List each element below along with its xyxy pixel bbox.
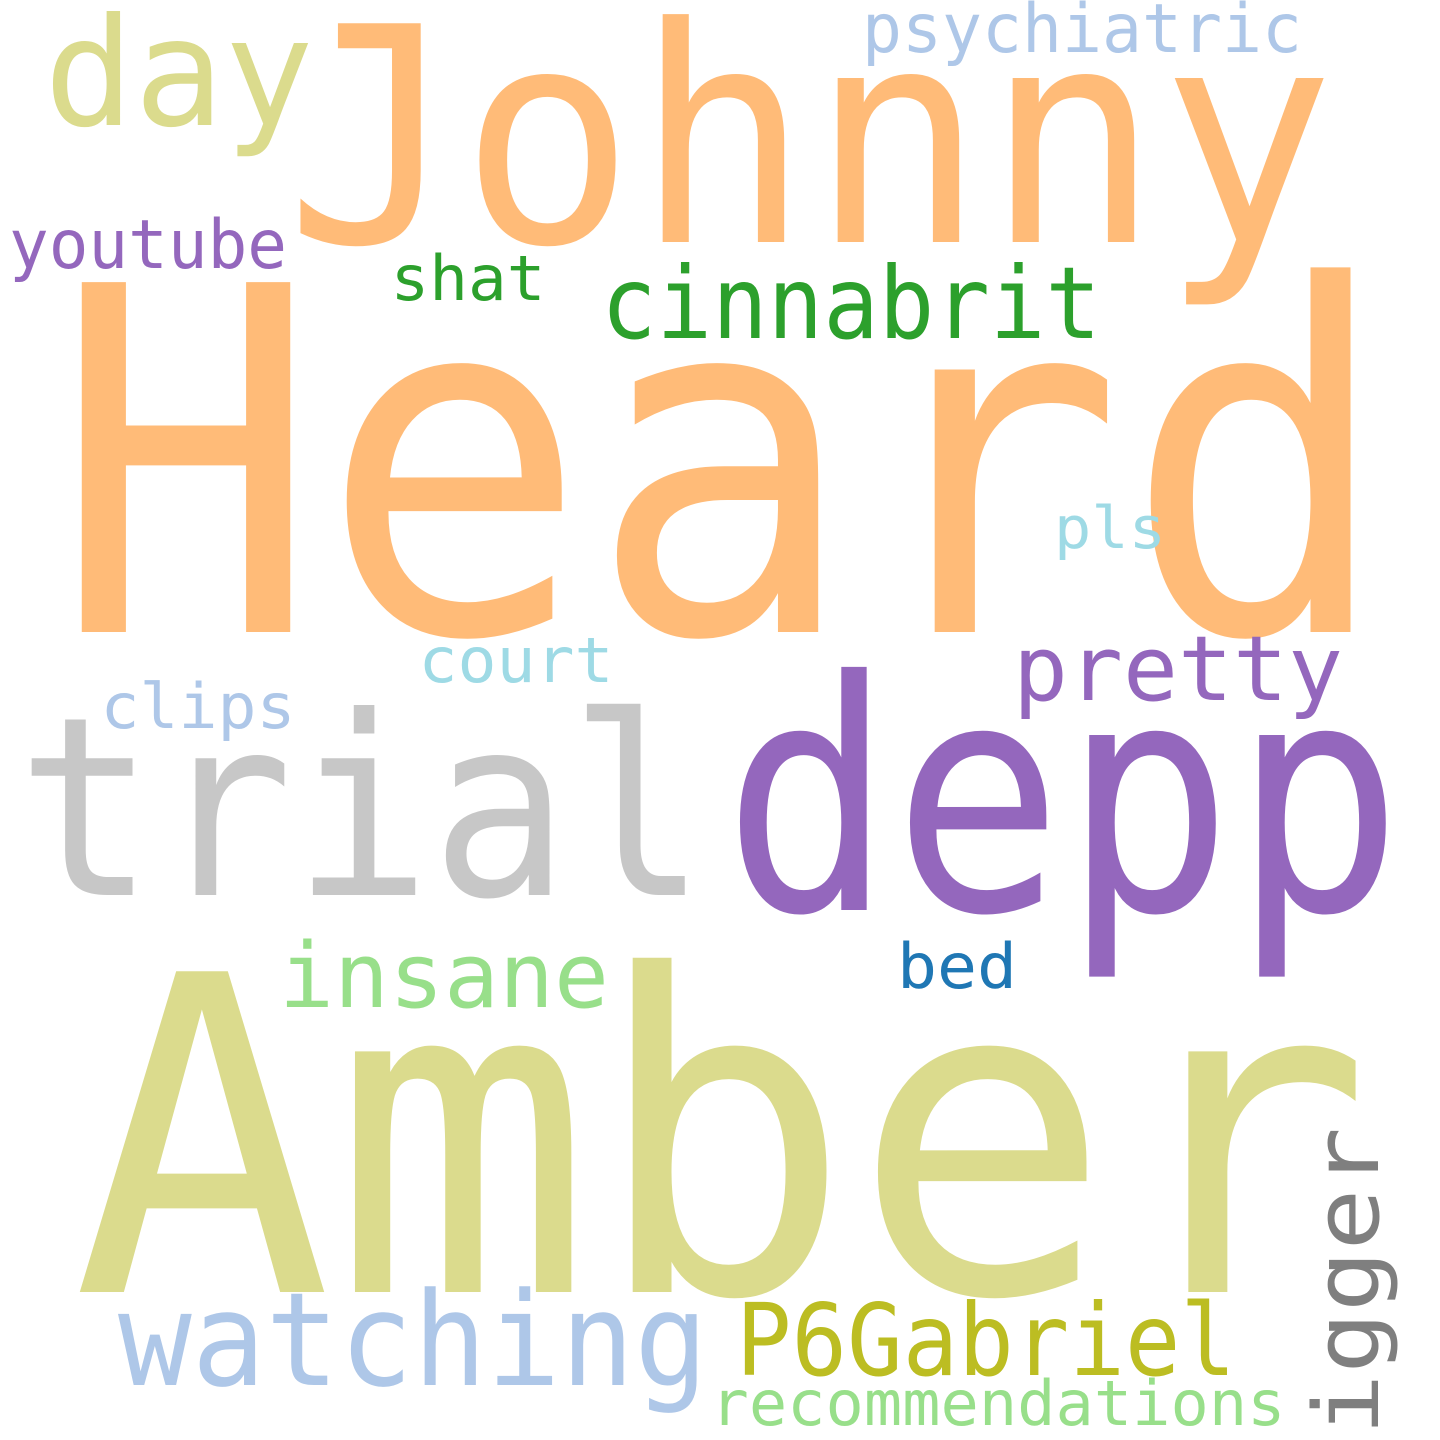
word-bed: bed (897, 930, 1017, 1003)
word-trial: trial (17, 663, 707, 954)
word-youtube: youtube (9, 206, 287, 285)
word-day: day (44, 0, 314, 161)
word-heard: Heard (52, 187, 1392, 746)
word-watching: watching (118, 1264, 708, 1416)
word-cinnabrit: cinnabrit (601, 245, 1101, 362)
word-psychiatric: psychiatric (862, 0, 1302, 69)
word-shat: shat (391, 242, 546, 315)
word-pls: pls (1054, 494, 1166, 562)
word-depp: depp (723, 614, 1403, 986)
word-pretty: pretty (1013, 617, 1343, 722)
word-recommendations: recommendations (711, 1367, 1286, 1440)
word-insane: insane (279, 924, 609, 1029)
word-amber: Amber (72, 884, 1372, 1396)
word-johnny: Johnny (285, 0, 1335, 313)
word-p6gabriel: P6Gabriel (736, 1282, 1236, 1399)
word-clips: clips (101, 670, 296, 743)
word-bigger: bigger (1295, 1127, 1400, 1440)
word-court: court (419, 624, 614, 697)
